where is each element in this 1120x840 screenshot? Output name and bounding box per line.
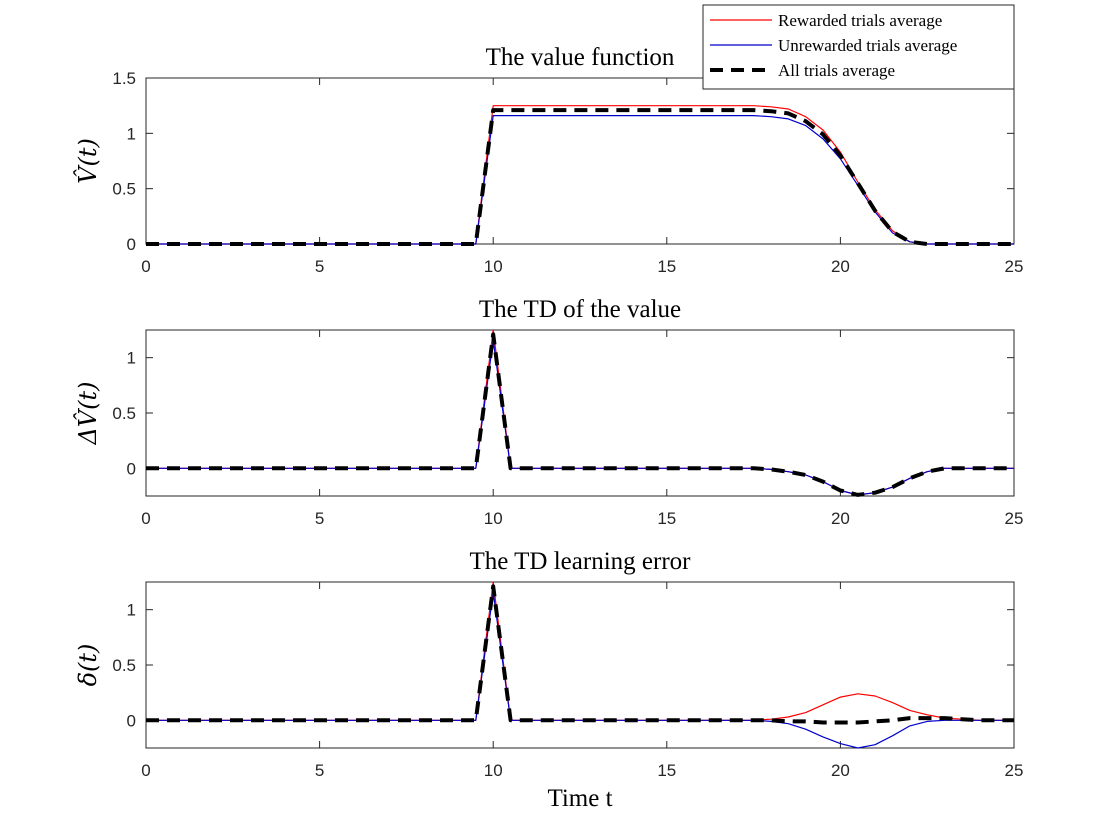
x-tick-label: 15 bbox=[657, 761, 676, 780]
y-tick-label: 1 bbox=[127, 124, 136, 143]
legend-rewarded-label: Rewarded trials average bbox=[778, 11, 942, 30]
series-rewarded bbox=[146, 581, 1014, 721]
y-tick-label: 0.5 bbox=[112, 404, 136, 423]
y-tick-label: 0.5 bbox=[112, 180, 136, 199]
series-unrewarded bbox=[146, 591, 1014, 749]
chart-title: The TD of the value bbox=[479, 296, 681, 323]
x-tick-label: 10 bbox=[484, 509, 503, 528]
x-tick-label: 20 bbox=[831, 257, 850, 276]
y-tick-label: 0 bbox=[127, 711, 136, 730]
y-tick-label: 0 bbox=[127, 235, 136, 254]
x-tick-label: 20 bbox=[831, 509, 850, 528]
chart-panel-2: 0 5 10 15 20 25 0 0.5 1 The TD of the value ΔV̂(t) bbox=[74, 296, 1024, 528]
x-tick-label: 0 bbox=[141, 761, 150, 780]
y-tick-label: 0 bbox=[127, 459, 136, 478]
series-all-trials bbox=[146, 332, 1014, 497]
x-tick-label: 15 bbox=[657, 257, 676, 276]
x-tick-label: 5 bbox=[315, 761, 324, 780]
chart-panel-3: 0 5 10 15 20 25 0 0.5 1 The TD learning error δ(t)… bbox=[74, 548, 1023, 812]
y-axis-label: δ(t) bbox=[74, 644, 102, 687]
y-axis-label: V̂(t) bbox=[74, 138, 102, 184]
x-tick-label: 20 bbox=[831, 761, 850, 780]
series-unrewarded bbox=[146, 339, 1014, 496]
chart-title: The TD learning error bbox=[470, 548, 692, 575]
legend-all-trials-label: All trials average bbox=[778, 61, 895, 80]
x-tick-label: 0 bbox=[141, 257, 150, 276]
series-all-trials bbox=[146, 584, 1014, 725]
x-tick-label: 15 bbox=[657, 509, 676, 528]
x-tick-label: 10 bbox=[484, 257, 503, 276]
series-all-trials bbox=[146, 108, 1014, 246]
x-tick-label: 5 bbox=[315, 509, 324, 528]
plot-area bbox=[145, 77, 1015, 245]
chart-panel-1: 0 5 10 15 20 25 0 0.5 1 1.5 The value function V̂(t… bbox=[74, 44, 1024, 276]
x-tick-label: 0 bbox=[141, 509, 150, 528]
x-tick-label: 25 bbox=[1005, 761, 1024, 780]
x-tick-label: 10 bbox=[484, 761, 503, 780]
y-tick-label: 1 bbox=[127, 349, 136, 368]
y-tick-label: 0.5 bbox=[112, 656, 136, 675]
legend: Rewarded trials average Unrewarded trials… bbox=[702, 4, 1015, 90]
legend-box bbox=[702, 4, 1015, 90]
y-tick-label: 1 bbox=[127, 601, 136, 620]
x-tick-label: 25 bbox=[1005, 257, 1024, 276]
x-axis-label: Time t bbox=[547, 785, 612, 812]
x-tick-label: 5 bbox=[315, 257, 324, 276]
legend-unrewarded-label: Unrewarded trials average bbox=[778, 36, 957, 55]
y-axis-label: ΔV̂(t) bbox=[74, 381, 102, 445]
plot-area bbox=[145, 329, 1015, 497]
y-tick-label: 1.5 bbox=[112, 69, 136, 88]
chart-title: The value function bbox=[486, 44, 675, 71]
plot-area bbox=[145, 581, 1015, 749]
series-unrewarded bbox=[146, 114, 1014, 245]
x-tick-label: 25 bbox=[1005, 509, 1024, 528]
